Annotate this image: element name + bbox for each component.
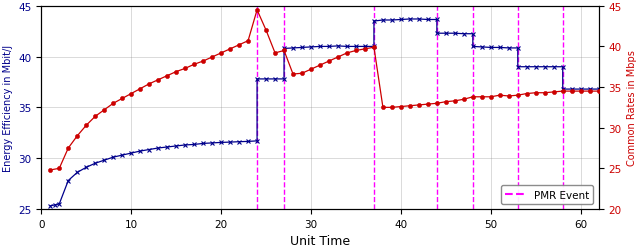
Y-axis label: Common Rates in Mbps: Common Rates in Mbps <box>627 50 637 166</box>
Y-axis label: Energy Efficiency in Mbit/J: Energy Efficiency in Mbit/J <box>3 44 13 171</box>
X-axis label: Unit Time: Unit Time <box>290 234 350 247</box>
Legend: PMR Event: PMR Event <box>500 186 593 204</box>
